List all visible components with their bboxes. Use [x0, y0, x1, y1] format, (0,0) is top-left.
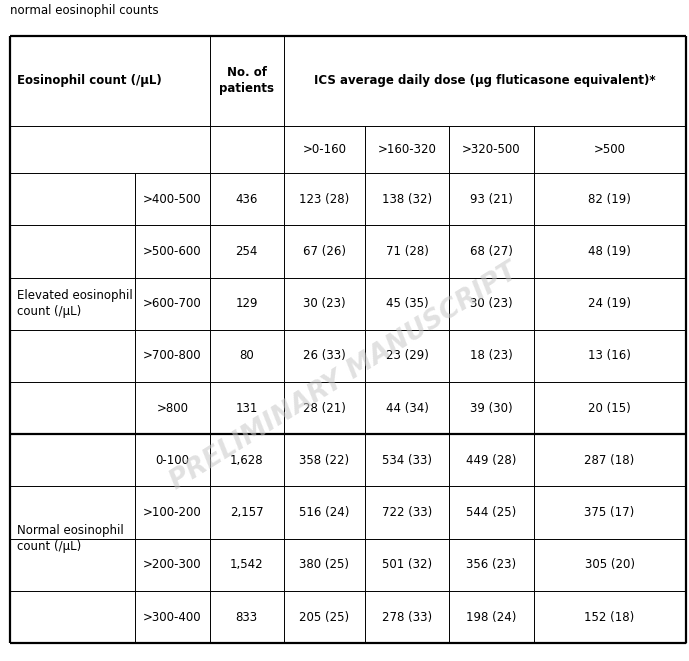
Text: >320-500: >320-500: [462, 143, 521, 156]
Text: 2,157: 2,157: [230, 506, 263, 519]
Text: 44 (34): 44 (34): [386, 402, 429, 414]
Text: >700-800: >700-800: [143, 350, 202, 362]
Text: >800: >800: [156, 402, 188, 414]
Text: Elevated eosinophil
count (/μL): Elevated eosinophil count (/μL): [17, 290, 133, 318]
Text: 67 (26): 67 (26): [302, 245, 346, 258]
Text: 544 (25): 544 (25): [466, 506, 517, 519]
Text: 30 (23): 30 (23): [303, 297, 346, 310]
Text: >200-300: >200-300: [143, 559, 202, 571]
Text: 26 (33): 26 (33): [303, 350, 346, 362]
Text: >100-200: >100-200: [143, 506, 202, 519]
Text: 0-100: 0-100: [156, 454, 189, 467]
Text: 80: 80: [239, 350, 254, 362]
Text: 20 (15): 20 (15): [588, 402, 631, 414]
Text: 722 (33): 722 (33): [382, 506, 432, 519]
Text: 205 (25): 205 (25): [299, 611, 349, 623]
Text: 380 (25): 380 (25): [299, 559, 349, 571]
Text: 68 (27): 68 (27): [470, 245, 513, 258]
Text: Eosinophil count (/μL): Eosinophil count (/μL): [17, 75, 162, 87]
Text: 24 (19): 24 (19): [588, 297, 631, 310]
Text: 501 (32): 501 (32): [382, 559, 432, 571]
Text: 152 (18): 152 (18): [584, 611, 635, 623]
Text: >600-700: >600-700: [143, 297, 202, 310]
Text: 129: 129: [236, 297, 258, 310]
Text: ICS average daily dose (μg fluticasone equivalent)*: ICS average daily dose (μg fluticasone e…: [314, 75, 655, 87]
Text: 1,628: 1,628: [230, 454, 263, 467]
Text: >500-600: >500-600: [143, 245, 202, 258]
Text: >400-500: >400-500: [143, 193, 202, 206]
Text: 305 (20): 305 (20): [584, 559, 635, 571]
Text: 48 (19): 48 (19): [588, 245, 631, 258]
Text: 516 (24): 516 (24): [299, 506, 349, 519]
Text: 13 (16): 13 (16): [588, 350, 631, 362]
Text: 28 (21): 28 (21): [303, 402, 346, 414]
Text: 131: 131: [236, 402, 258, 414]
Text: 198 (24): 198 (24): [466, 611, 517, 623]
Text: 254: 254: [236, 245, 258, 258]
Text: 30 (23): 30 (23): [470, 297, 513, 310]
Text: >0-160: >0-160: [302, 143, 347, 156]
Text: 45 (35): 45 (35): [386, 297, 429, 310]
Text: 833: 833: [236, 611, 258, 623]
Text: 375 (17): 375 (17): [584, 506, 635, 519]
Text: 1,542: 1,542: [230, 559, 263, 571]
Text: 534 (33): 534 (33): [382, 454, 432, 467]
Text: 39 (30): 39 (30): [470, 402, 513, 414]
Text: 449 (28): 449 (28): [466, 454, 517, 467]
Text: 278 (33): 278 (33): [382, 611, 432, 623]
Text: No. of
patients: No. of patients: [219, 67, 274, 95]
Text: 82 (19): 82 (19): [588, 193, 631, 206]
Text: 71 (28): 71 (28): [386, 245, 429, 258]
Text: 287 (18): 287 (18): [584, 454, 635, 467]
Text: >160-320: >160-320: [378, 143, 436, 156]
Text: 18 (23): 18 (23): [470, 350, 513, 362]
Text: 356 (23): 356 (23): [466, 559, 517, 571]
Text: 23 (29): 23 (29): [386, 350, 429, 362]
Text: >300-400: >300-400: [143, 611, 202, 623]
Text: 358 (22): 358 (22): [299, 454, 349, 467]
Text: 138 (32): 138 (32): [382, 193, 432, 206]
Text: 123 (28): 123 (28): [299, 193, 349, 206]
Text: 436: 436: [236, 193, 258, 206]
Text: Normal eosinophil
count (/μL): Normal eosinophil count (/μL): [17, 524, 124, 553]
Text: 93 (21): 93 (21): [470, 193, 513, 206]
Text: normal eosinophil counts: normal eosinophil counts: [10, 3, 159, 17]
Text: >500: >500: [594, 143, 626, 156]
Text: PRELIMINARY MANUSCRIPT: PRELIMINARY MANUSCRIPT: [166, 258, 523, 495]
